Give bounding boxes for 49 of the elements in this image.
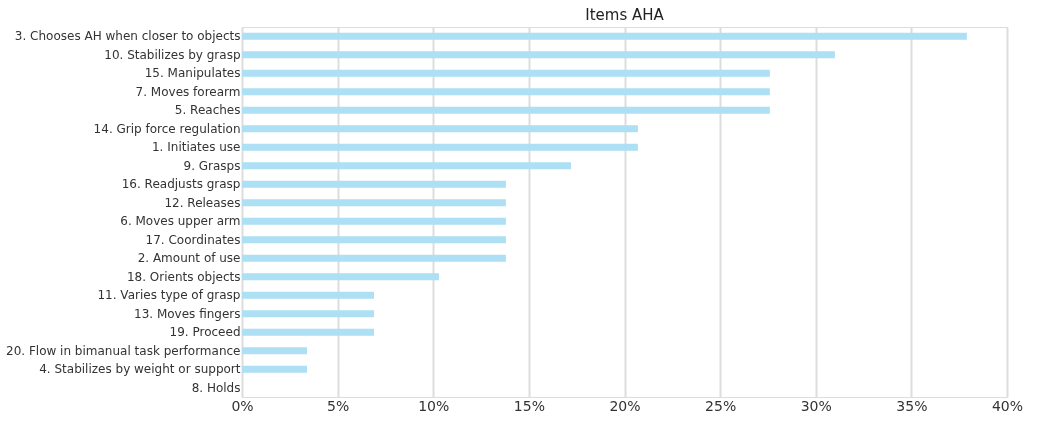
y-tick-label: 11. Varies type of grasp	[97, 288, 241, 303]
y-tick-label: 1. Initiates use	[151, 140, 241, 155]
x-tick-label: 15%	[513, 397, 545, 414]
x-tick-label: 30%	[800, 397, 832, 414]
x-tick-label: 40%	[991, 397, 1024, 414]
bar	[242, 88, 770, 96]
y-tick-label: 8. Holds	[191, 380, 241, 395]
bar	[242, 69, 770, 77]
bar	[242, 347, 308, 355]
y-tick-label: 20. Flow in bimanual task performance	[6, 343, 241, 358]
bar	[242, 310, 374, 318]
y-tick-label: 19. Proceed	[169, 325, 241, 340]
bar	[242, 236, 506, 244]
x-tick-label: 35%	[896, 397, 928, 414]
bar	[242, 273, 439, 281]
y-tick-label: 12. Releases	[164, 195, 241, 210]
y-tick-label: 10. Stabilizes by grasp	[104, 47, 241, 62]
x-tick-label: 0%	[231, 397, 254, 414]
bar	[242, 143, 638, 151]
y-tick-label: 13. Moves fingers	[134, 306, 241, 321]
bar	[242, 125, 638, 133]
bar	[242, 328, 374, 336]
bar	[242, 217, 506, 225]
y-tick-label: 5. Reaches	[174, 103, 241, 118]
x-tick-label: 10%	[418, 397, 450, 414]
x-tick-label: 25%	[705, 397, 737, 414]
bar	[242, 162, 571, 170]
x-tick-label: 5%	[327, 397, 350, 414]
bar	[242, 106, 770, 114]
y-tick-label: 16. Readjusts grasp	[121, 177, 241, 192]
bar	[242, 180, 506, 188]
y-tick-label: 7. Moves forearm	[135, 84, 241, 99]
bar	[242, 199, 506, 207]
y-tick-label: 4. Stabilizes by weight or support	[39, 362, 241, 377]
y-tick-label: 18. Orients objects	[126, 269, 241, 284]
y-tick-label: 9. Grasps	[183, 158, 241, 173]
x-tick-label: 20%	[609, 397, 641, 414]
bar	[242, 32, 967, 40]
y-tick-label: 6. Moves upper arm	[120, 214, 241, 229]
y-tick-label: 17. Coordinates	[145, 232, 241, 247]
y-tick-label: 3. Chooses AH when closer to objects	[14, 29, 241, 44]
bar	[242, 51, 835, 59]
bar	[242, 291, 374, 299]
y-tick-label: 15. Manipulates	[144, 66, 241, 81]
chart-title: Items AHA	[585, 6, 665, 24]
bar	[242, 365, 308, 373]
y-tick-label: 2. Amount of use	[137, 251, 241, 266]
bar	[242, 254, 506, 262]
y-tick-label: 14. Grip force regulation	[93, 121, 241, 136]
